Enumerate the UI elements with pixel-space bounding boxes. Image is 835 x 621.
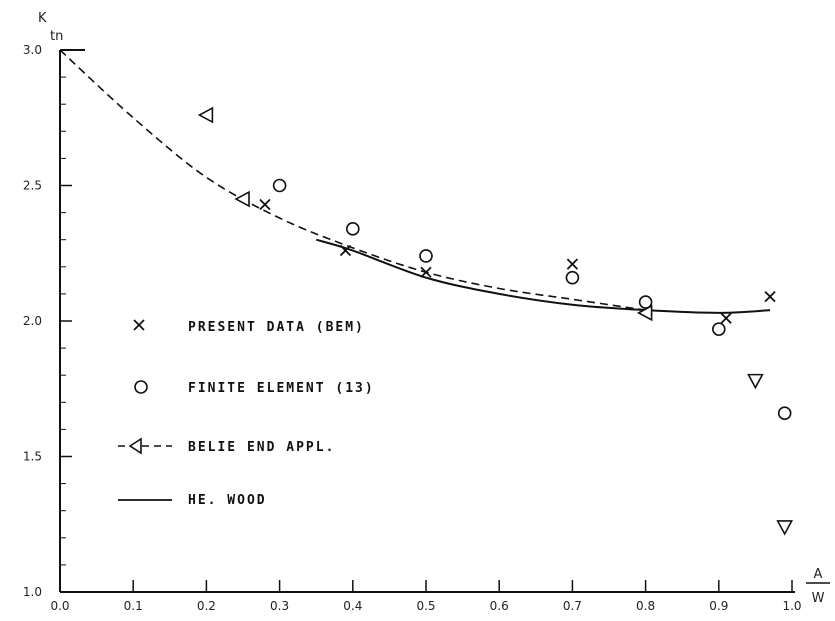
- triangle-down-marker-point: [747, 373, 764, 390]
- x-tick-label: 0.0: [50, 599, 69, 613]
- markers: [197, 106, 794, 536]
- x-marker-point: [420, 266, 432, 278]
- y-tick-label: 2.0: [23, 314, 42, 328]
- circle-marker-point: [777, 406, 792, 420]
- x-marker-point: [764, 290, 776, 303]
- legend-label-bem: PRESENT DATA (BEM): [188, 320, 365, 335]
- triangle-marker-point: [197, 106, 214, 124]
- circle-marker-point: [565, 270, 580, 285]
- x-tick-label: 0.4: [343, 599, 362, 613]
- legend-item-bem: PRESENT DATA (BEM): [133, 319, 365, 335]
- legend-triangle-marker-icon: [128, 437, 142, 455]
- y-tick-label: 1.0: [23, 585, 42, 599]
- legend-item-wood: HE. WOOD: [118, 493, 267, 508]
- x-axis-title-numerator: A: [814, 567, 823, 582]
- legend-label-wood: HE. WOOD: [188, 493, 267, 508]
- y-tick-label: 3.0: [23, 43, 42, 57]
- x-marker-point: [566, 258, 579, 270]
- circle-marker-point: [638, 295, 653, 309]
- x-tick-label: 0.6: [490, 599, 509, 613]
- curves: [59, 49, 771, 314]
- x-axis-title-denominator: W: [812, 591, 825, 606]
- y-axis-title-subscript: tn: [50, 29, 63, 44]
- y-axis-title: K: [38, 11, 47, 26]
- legend-x-marker-icon: [133, 319, 145, 331]
- circle-marker-point: [711, 322, 726, 336]
- legend: PRESENT DATA (BEM) FINITE ELEMENT (13) B…: [118, 319, 375, 508]
- x-marker-point: [720, 312, 732, 324]
- circle-marker-point: [345, 222, 360, 236]
- legend-circle-marker-icon: [134, 380, 148, 394]
- x-tick-label: 0.7: [563, 599, 582, 613]
- series-line-4: [315, 238, 771, 314]
- y-tick-label: 2.5: [23, 179, 42, 193]
- circle-marker-point: [419, 249, 433, 263]
- x-tick-label: 0.1: [124, 599, 143, 613]
- y-tick-label: 1.5: [23, 450, 42, 464]
- legend-item-belie: BELIE END APPL.: [118, 437, 335, 455]
- legend-item-finite-element: FINITE ELEMENT (13): [134, 380, 375, 396]
- triangle-down-marker-point: [776, 520, 794, 536]
- x-tick-label: 0.2: [197, 599, 216, 613]
- triangle-marker-point: [636, 304, 653, 322]
- x-tick-label: 0.9: [709, 599, 728, 613]
- x-tick-label: 0.5: [416, 599, 435, 613]
- x-tick-label: 0.8: [636, 599, 655, 613]
- legend-label-finite-element: FINITE ELEMENT (13): [188, 381, 375, 396]
- triangle-marker-point: [234, 190, 250, 208]
- ticks: 0.0 0.1 0.2 0.3 0.4 0.5 0.6 0.7 0.8 0.9 1.0 1.0 1.5 2…: [23, 43, 802, 613]
- x-marker-point: [259, 198, 271, 211]
- x-marker-point: [339, 244, 352, 257]
- x-tick-label: 1.0: [782, 599, 801, 613]
- x-tick-label: 0.3: [270, 599, 289, 613]
- circle-marker-point: [272, 178, 287, 193]
- legend-label-belie: BELIE END APPL.: [188, 440, 335, 455]
- series-line-2: [59, 49, 646, 311]
